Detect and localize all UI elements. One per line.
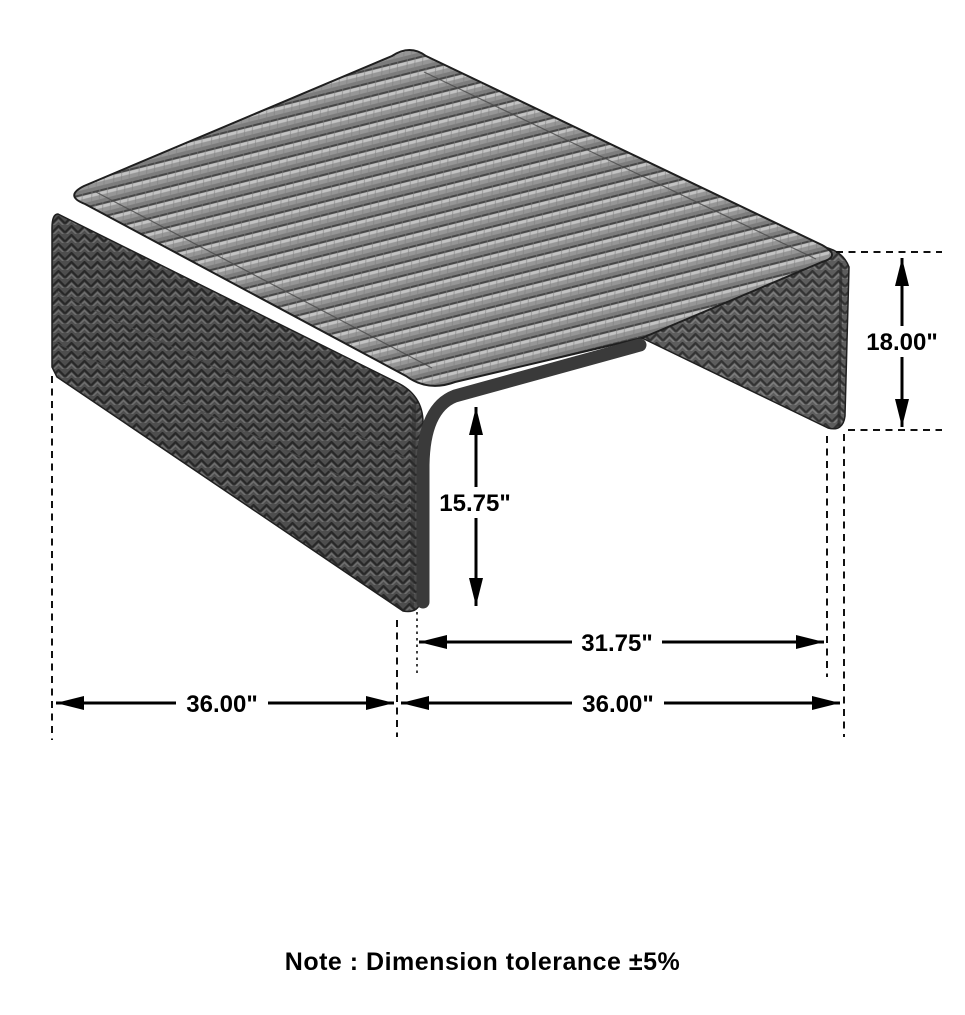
right-panel-edge-line: [837, 262, 843, 428]
weave-seam-line-panel-2: [53, 341, 410, 509]
dimension-overall-height: 18.00": [864, 258, 940, 427]
dimension-label-overall-height: 18.00": [866, 329, 937, 356]
dimension-label-side-width-left: 36.00": [186, 691, 257, 718]
table-underside-edge: [416, 338, 647, 609]
dimension-label-bg: [176, 687, 268, 719]
dimension-side-width-left: 36.00": [56, 687, 394, 719]
table-illustration: [51, 49, 850, 613]
dimension-clearance-width: 31.75": [419, 626, 824, 658]
weave-seam-line-top-right: [423, 71, 817, 260]
dimension-label-bg: [572, 626, 662, 658]
dimension-side-width-right: 36.00": [401, 687, 840, 719]
table-right-panel: [641, 246, 850, 430]
dimension-label-side-width-right: 36.00": [582, 691, 653, 718]
dimension-clearance-height: 15.75": [436, 407, 516, 606]
extension-lines: [51, 251, 942, 740]
dimension-label-bg: [864, 326, 940, 357]
table-top-face: [73, 49, 833, 387]
dimension-label-bg: [436, 487, 516, 518]
left-panel-inner-edge: [410, 403, 416, 607]
weave-seam-line-top-front: [95, 191, 433, 369]
tolerance-note: Note : Dimension tolerance ±5%: [284, 948, 681, 976]
dimension-label-clearance-height: 15.75": [439, 490, 510, 517]
table-left-panel: [51, 213, 424, 613]
dimension-label-bg: [572, 687, 664, 719]
weave-seam-line-panel-1: [55, 291, 407, 459]
dimension-label-clearance-width: 31.75": [581, 630, 652, 657]
